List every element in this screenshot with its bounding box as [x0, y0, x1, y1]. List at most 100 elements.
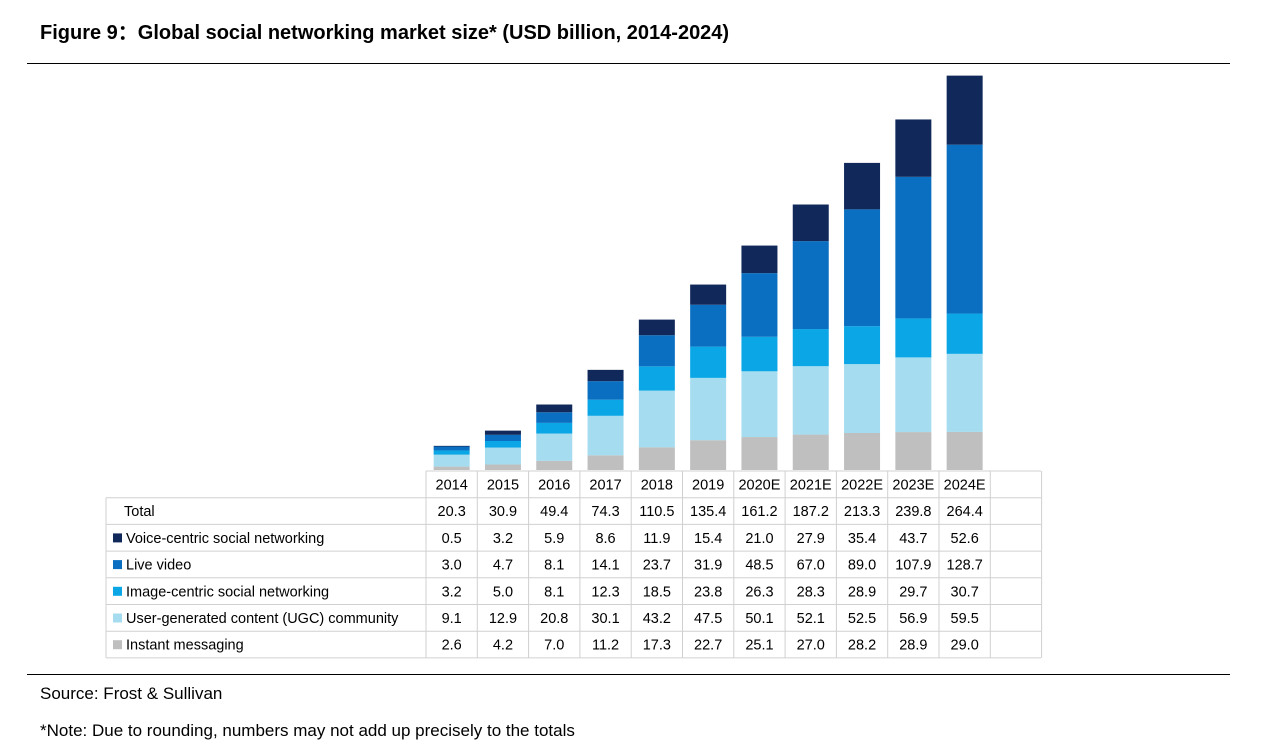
bar-segment-user-generated-content-ugc-community-2019 [690, 377, 727, 441]
bar-segment-live-video-2015 [484, 434, 521, 441]
bar-segment-user-generated-content-ugc-community-2020e [741, 371, 778, 438]
bar-segment-live-video-2023e [895, 176, 932, 319]
year-tick-label: 2018 [641, 478, 673, 494]
data-value-label: 52.5 [848, 611, 876, 627]
bar-segment-user-generated-content-ugc-community-2015 [484, 447, 521, 465]
bar-segment-image-centric-social-networking-2021e [792, 329, 829, 367]
data-value-label: 30.1 [591, 611, 619, 627]
legend-label-user-generated-content-ugc-community: User-generated content (UGC) community [126, 611, 399, 627]
year-tick-label: 2015 [487, 478, 519, 494]
data-value-label: 4.2 [493, 638, 513, 654]
data-value-label: 8.6 [595, 531, 615, 547]
data-value-label: 43.2 [643, 611, 671, 627]
data-value-label: 67.0 [797, 558, 825, 574]
bar-segment-user-generated-content-ugc-community-2021e [792, 366, 829, 435]
data-value-label: 3.2 [493, 531, 513, 547]
bar-segment-image-centric-social-networking-2014 [433, 450, 470, 455]
bar-segment-voice-centric-social-networking-2023e [895, 119, 932, 177]
data-value-label: 15.4 [694, 531, 722, 547]
bar-segment-user-generated-content-ugc-community-2017 [587, 415, 624, 456]
data-value-label: 20.8 [540, 611, 568, 627]
data-value-label: 59.5 [951, 611, 979, 627]
data-value-label: 3.0 [442, 558, 462, 574]
bar-segment-instant-messaging-2017 [587, 455, 624, 470]
data-value-label: 48.5 [745, 558, 773, 574]
legend-label-voice-centric-social-networking: Voice-centric social networking [126, 531, 324, 547]
bottom-divider [27, 674, 1230, 675]
year-tick-label: 2019 [692, 478, 724, 494]
total-value-label: 110.5 [639, 504, 674, 520]
bar-segment-user-generated-content-ugc-community-2016 [536, 433, 573, 461]
total-value-label: 74.3 [591, 504, 619, 520]
year-tick-label: 2021E [790, 478, 832, 494]
data-value-label: 12.9 [489, 611, 517, 627]
data-value-label: 0.5 [442, 531, 462, 547]
bar-segment-live-video-2021e [792, 241, 829, 330]
year-tick-label: 2023E [892, 478, 934, 494]
data-value-label: 28.9 [899, 638, 927, 654]
data-value-label: 21.0 [745, 531, 773, 547]
data-value-label: 89.0 [848, 558, 876, 574]
year-tick-label: 2017 [589, 478, 621, 494]
legend-swatch-image-centric-social-networking [113, 586, 122, 596]
data-value-label: 25.1 [745, 638, 773, 654]
data-value-label: 23.7 [643, 558, 671, 574]
year-tick-label: 2016 [538, 478, 570, 494]
bar-segment-live-video-2014 [433, 446, 470, 451]
data-value-label: 2.6 [442, 638, 462, 654]
total-value-label: 213.3 [844, 504, 880, 520]
bar-segment-instant-messaging-2015 [484, 464, 521, 470]
data-value-label: 43.7 [899, 531, 927, 547]
footnote-text: *Note: Due to rounding, numbers may not … [40, 721, 575, 740]
data-value-label: 47.5 [694, 611, 722, 627]
bar-segment-image-centric-social-networking-2016 [536, 422, 573, 434]
data-value-label: 29.7 [899, 584, 927, 600]
data-value-label: 29.0 [951, 638, 979, 654]
data-value-label: 14.1 [591, 558, 619, 574]
data-value-label: 35.4 [848, 531, 876, 547]
total-value-label: 161.2 [741, 504, 777, 520]
bar-segment-live-video-2024e [946, 144, 983, 314]
bar-segment-image-centric-social-networking-2024e [946, 313, 983, 354]
legend-swatch-instant-messaging [113, 640, 122, 650]
bar-segment-voice-centric-social-networking-2021e [792, 204, 829, 242]
data-value-label: 128.7 [947, 558, 983, 574]
bar-segment-image-centric-social-networking-2019 [690, 346, 727, 378]
data-value-label: 52.1 [797, 611, 825, 627]
bar-segment-user-generated-content-ugc-community-2023e [895, 357, 932, 433]
bar-segment-live-video-2022e [844, 209, 881, 327]
bar-segment-voice-centric-social-networking-2016 [536, 404, 573, 413]
bar-segment-image-centric-social-networking-2020e [741, 336, 778, 372]
year-tick-label: 2022E [841, 478, 883, 494]
bar-segment-voice-centric-social-networking-2018 [638, 319, 675, 336]
legend-swatch-voice-centric-social-networking [113, 533, 122, 543]
bar-segment-voice-centric-social-networking-2024e [946, 75, 983, 145]
data-value-label: 12.3 [591, 584, 619, 600]
year-tick-label: 2020E [738, 478, 780, 494]
total-value-label: 239.8 [895, 504, 931, 520]
legend-swatch-user-generated-content-ugc-community [113, 613, 122, 623]
bar-segment-instant-messaging-2018 [638, 447, 675, 470]
data-value-label: 5.9 [544, 531, 564, 547]
bar-segment-instant-messaging-2020e [741, 437, 778, 470]
data-value-label: 52.6 [951, 531, 979, 547]
total-value-label: 264.4 [947, 504, 983, 520]
data-value-label: 8.1 [544, 558, 564, 574]
legend-label-image-centric-social-networking: Image-centric social networking [126, 584, 329, 600]
data-value-label: 9.1 [442, 611, 462, 627]
bar-segment-image-centric-social-networking-2023e [895, 318, 932, 358]
bar-segment-image-centric-social-networking-2022e [844, 326, 881, 365]
total-value-label: 49.4 [540, 504, 568, 520]
data-value-label: 28.9 [848, 584, 876, 600]
bar-segment-image-centric-social-networking-2018 [638, 366, 675, 391]
bar-segment-live-video-2020e [741, 273, 778, 337]
bar-segment-instant-messaging-2016 [536, 460, 573, 470]
data-value-label: 107.9 [895, 558, 931, 574]
legend-label-live-video: Live video [126, 558, 191, 574]
total-value-label: 135.4 [690, 504, 726, 520]
data-value-label: 27.0 [797, 638, 825, 654]
bar-segment-user-generated-content-ugc-community-2024e [946, 353, 983, 432]
bar-segment-live-video-2018 [638, 335, 675, 367]
total-row-label: Total [124, 504, 155, 520]
